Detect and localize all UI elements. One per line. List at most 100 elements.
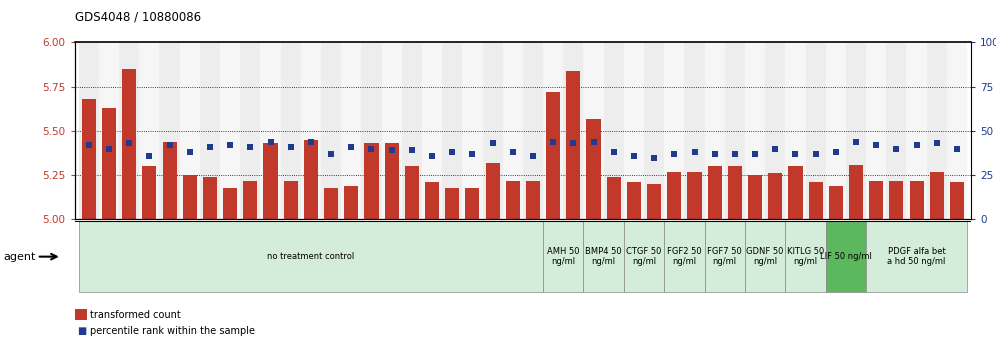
Text: agent: agent xyxy=(3,252,36,262)
Bar xyxy=(304,140,318,219)
Bar xyxy=(745,221,786,292)
Bar xyxy=(342,42,362,219)
Bar xyxy=(789,166,803,219)
Bar xyxy=(623,42,644,219)
Bar xyxy=(240,42,260,219)
Bar xyxy=(200,42,220,219)
Bar xyxy=(79,221,543,292)
Bar xyxy=(120,42,139,219)
Bar xyxy=(465,188,479,219)
Bar xyxy=(381,42,401,219)
Bar xyxy=(362,42,381,219)
Text: FGF7 50
ng/ml: FGF7 50 ng/ml xyxy=(707,247,742,266)
Bar xyxy=(867,42,886,219)
Bar xyxy=(425,182,439,219)
Text: CTGF 50
ng/ml: CTGF 50 ng/ml xyxy=(626,247,661,266)
Bar xyxy=(584,42,604,219)
Bar xyxy=(725,42,745,219)
Bar xyxy=(687,172,701,219)
Bar xyxy=(768,173,782,219)
Bar xyxy=(345,186,359,219)
Bar xyxy=(826,42,846,219)
Bar xyxy=(567,71,581,219)
Bar xyxy=(123,69,136,219)
Bar xyxy=(462,42,482,219)
Bar xyxy=(503,42,523,219)
Bar xyxy=(139,42,159,219)
Bar xyxy=(765,42,786,219)
Bar xyxy=(401,42,422,219)
Text: PDGF alfa bet
a hd 50 ng/ml: PDGF alfa bet a hd 50 ng/ml xyxy=(887,247,946,266)
Bar xyxy=(626,182,641,219)
Text: ■: ■ xyxy=(77,326,87,336)
Bar xyxy=(889,181,903,219)
Bar xyxy=(607,177,621,219)
Bar xyxy=(564,42,584,219)
Bar xyxy=(870,181,883,219)
Bar xyxy=(543,42,564,219)
Text: KITLG 50
ng/ml: KITLG 50 ng/ml xyxy=(787,247,824,266)
Text: FGF2 50
ng/ml: FGF2 50 ng/ml xyxy=(667,247,702,266)
Bar xyxy=(704,42,725,219)
Bar xyxy=(301,42,321,219)
Bar xyxy=(243,181,257,219)
Bar xyxy=(947,42,967,219)
Bar xyxy=(365,143,378,219)
Bar xyxy=(587,119,601,219)
Bar xyxy=(442,42,462,219)
Bar xyxy=(264,143,278,219)
Bar xyxy=(909,181,923,219)
Bar xyxy=(745,42,765,219)
Bar xyxy=(220,42,240,219)
Bar xyxy=(849,165,864,219)
Bar xyxy=(644,42,664,219)
Text: no treatment control: no treatment control xyxy=(267,252,355,261)
Text: AMH 50
ng/ml: AMH 50 ng/ml xyxy=(547,247,580,266)
Text: transformed count: transformed count xyxy=(90,310,180,320)
Bar xyxy=(422,42,442,219)
Bar xyxy=(950,182,964,219)
Bar xyxy=(664,221,704,292)
Text: percentile rank within the sample: percentile rank within the sample xyxy=(90,326,255,336)
Bar xyxy=(159,42,179,219)
Bar xyxy=(786,42,806,219)
Bar xyxy=(806,42,826,219)
Text: BMP4 50
ng/ml: BMP4 50 ng/ml xyxy=(586,247,622,266)
Bar xyxy=(647,184,661,219)
Bar xyxy=(485,163,500,219)
Bar xyxy=(281,42,301,219)
Bar xyxy=(684,42,704,219)
Bar xyxy=(704,221,745,292)
Bar xyxy=(926,42,947,219)
Bar xyxy=(79,42,99,219)
Bar xyxy=(102,108,117,219)
Bar xyxy=(82,99,96,219)
Bar xyxy=(604,42,623,219)
Bar xyxy=(786,221,826,292)
Bar xyxy=(584,221,623,292)
Bar xyxy=(667,172,681,219)
Bar xyxy=(526,181,540,219)
Bar xyxy=(867,221,967,292)
Bar xyxy=(260,42,281,219)
Bar xyxy=(707,166,722,219)
Bar xyxy=(826,221,867,292)
Bar xyxy=(523,42,543,219)
Bar xyxy=(886,42,906,219)
Bar xyxy=(543,221,584,292)
Bar xyxy=(182,175,197,219)
Bar xyxy=(906,42,926,219)
Bar xyxy=(223,188,237,219)
Bar xyxy=(748,175,762,219)
Bar xyxy=(203,177,217,219)
Bar xyxy=(506,181,520,219)
Bar xyxy=(99,42,120,219)
Bar xyxy=(321,42,342,219)
Text: LIF 50 ng/ml: LIF 50 ng/ml xyxy=(820,252,872,261)
Bar xyxy=(445,188,459,219)
Bar xyxy=(404,166,419,219)
Bar xyxy=(482,42,503,219)
Bar xyxy=(324,188,339,219)
Bar xyxy=(142,166,156,219)
Bar xyxy=(623,221,664,292)
